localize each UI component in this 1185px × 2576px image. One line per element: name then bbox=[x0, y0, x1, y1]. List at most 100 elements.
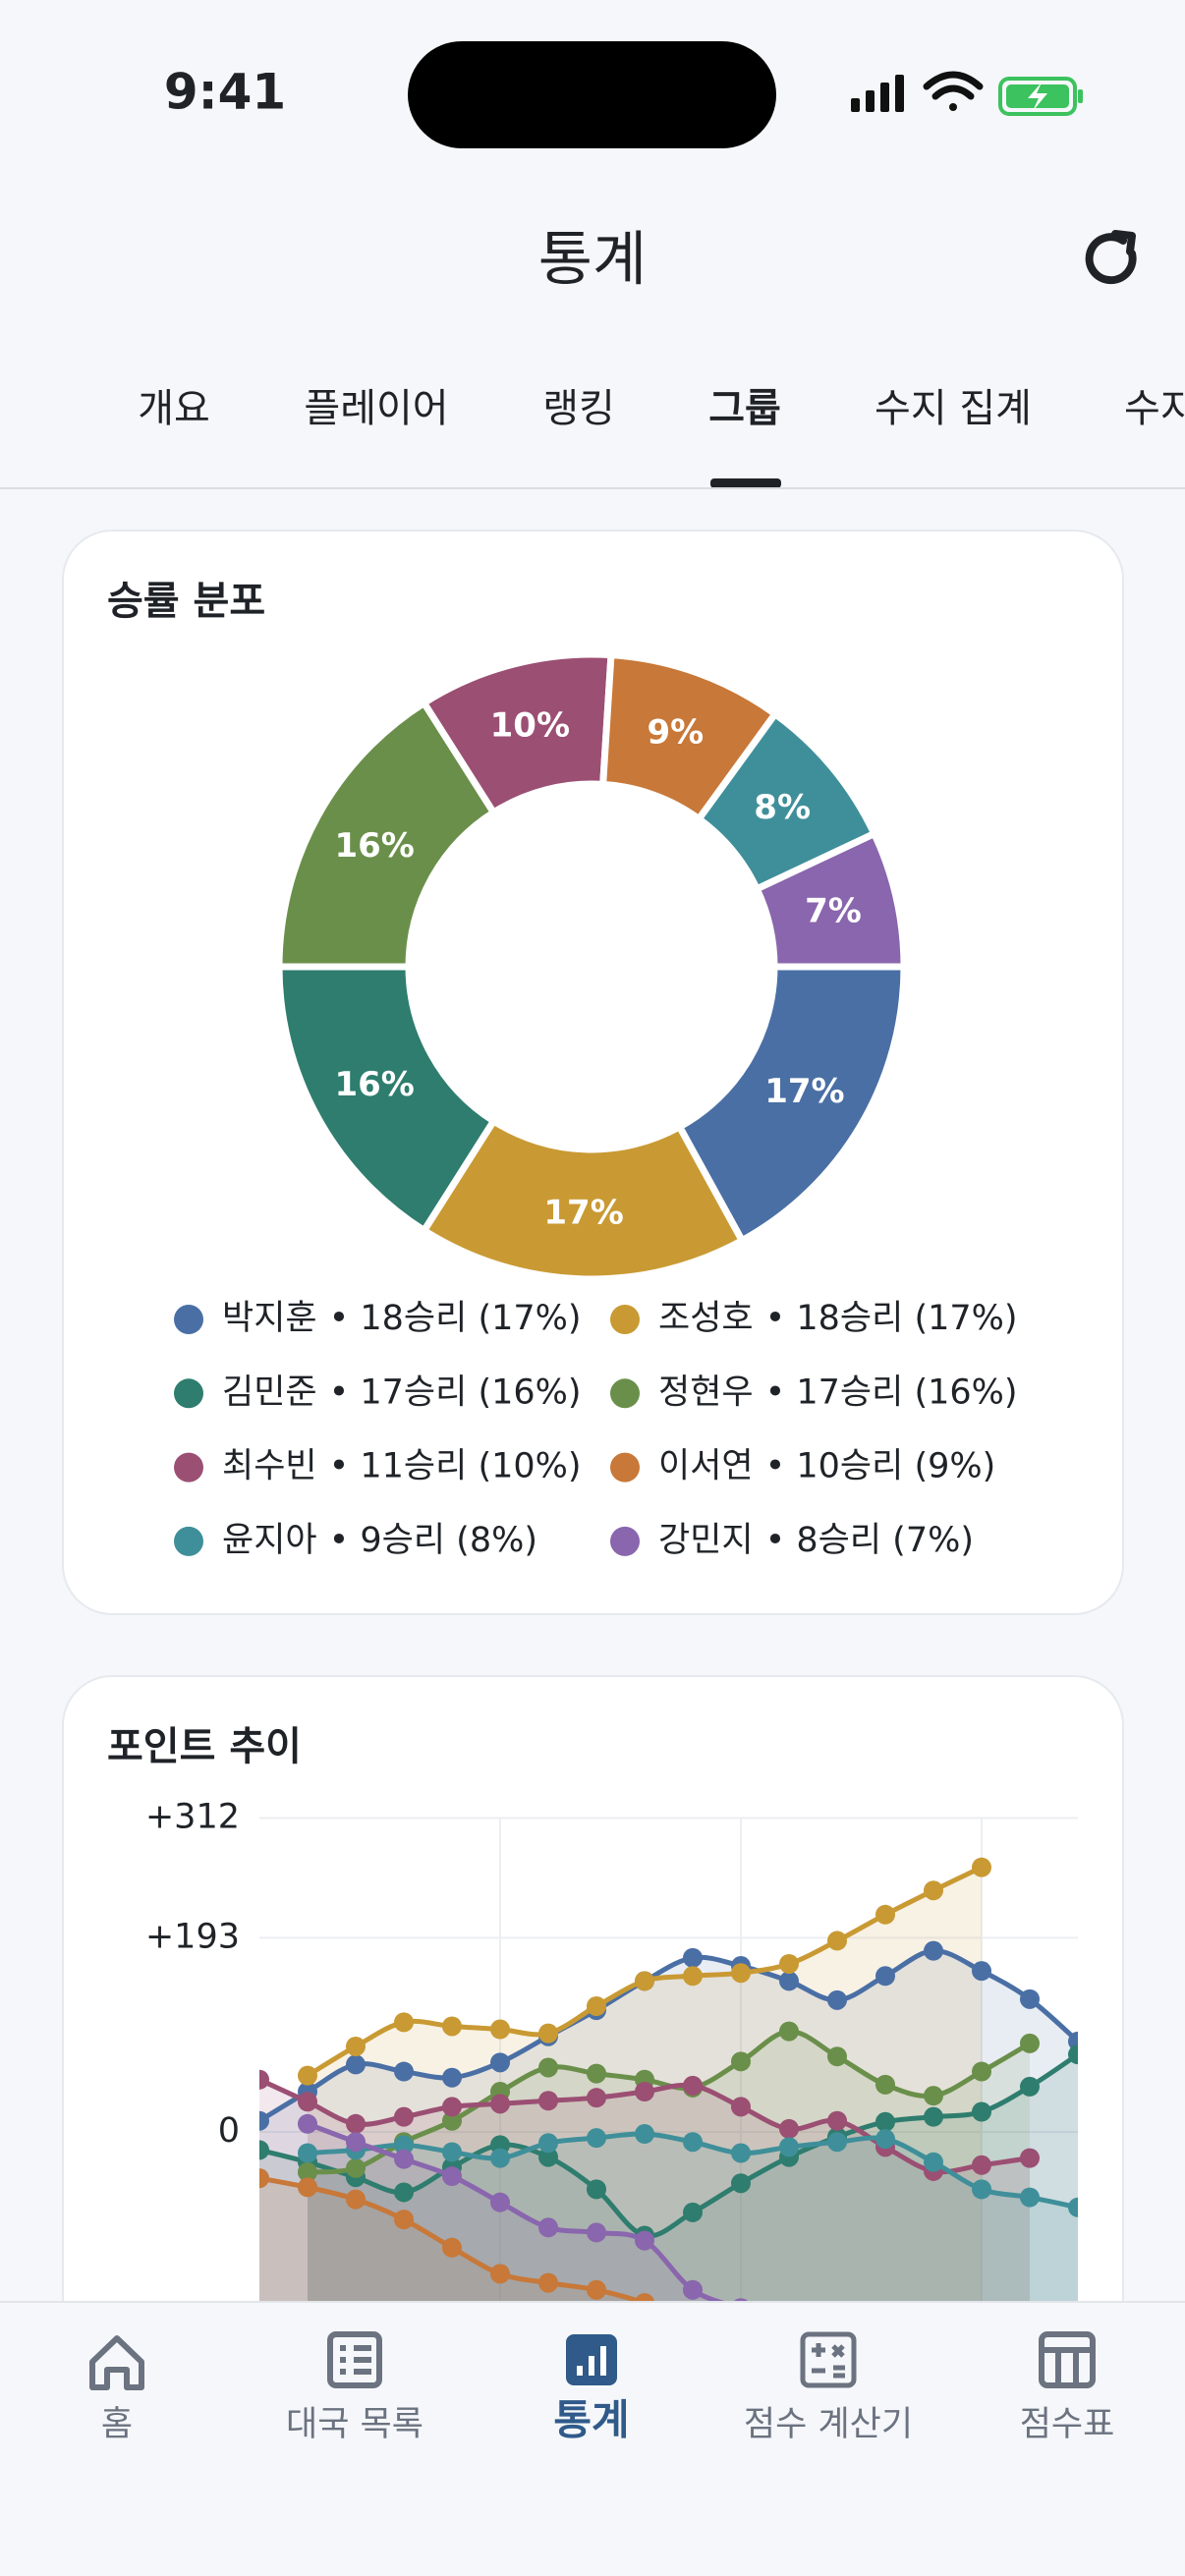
data-point bbox=[875, 1904, 895, 1925]
data-point bbox=[298, 2092, 317, 2112]
pie-slice bbox=[275, 698, 499, 971]
slice-label: 17% bbox=[764, 1072, 844, 1111]
data-point bbox=[683, 2202, 703, 2222]
data-point bbox=[298, 2113, 317, 2134]
list-icon[interactable] bbox=[327, 2331, 382, 2388]
data-point bbox=[587, 2128, 606, 2149]
y-tick-label: +193 bbox=[145, 1917, 240, 1956]
nav-divider bbox=[0, 2301, 1185, 2303]
data-point bbox=[779, 2021, 799, 2042]
bottom-nav: 홈 대국 목록 통계 점수 계산기 점수표 bbox=[0, 2301, 1185, 2576]
data-point bbox=[924, 2086, 943, 2106]
data-point bbox=[538, 2217, 558, 2238]
tab[interactable]: 개요 bbox=[138, 386, 210, 431]
data-point bbox=[827, 1989, 847, 2010]
nav-label-active[interactable]: 통계 bbox=[553, 2396, 629, 2444]
data-point bbox=[779, 2137, 799, 2157]
legend-entry: 정현우 • 17승리 (16%) bbox=[658, 1372, 1018, 1412]
data-point bbox=[538, 2057, 558, 2078]
data-point bbox=[442, 2110, 462, 2131]
data-point bbox=[924, 1880, 943, 1901]
data-point bbox=[346, 2036, 366, 2056]
legend-name: 강민지 bbox=[658, 1521, 754, 1560]
data-point bbox=[394, 2210, 414, 2230]
tab-active[interactable]: 그룹 bbox=[708, 386, 781, 431]
data-point bbox=[394, 2182, 414, 2203]
tab[interactable]: 수지 집계 bbox=[875, 386, 1032, 431]
wifi-icon bbox=[923, 71, 984, 111]
legend-entry: 강민지 • 8승리 (7%) bbox=[658, 1521, 974, 1560]
nav-label[interactable]: 홈 bbox=[101, 2405, 133, 2444]
data-point bbox=[538, 2133, 558, 2154]
legend-name: 박지훈 bbox=[222, 1299, 317, 1338]
legend-entry: 최수빈 • 11승리 (10%) bbox=[222, 1447, 582, 1486]
legend-detail: • 17승리 (16%) bbox=[329, 1372, 582, 1412]
data-point bbox=[587, 1995, 606, 2016]
refresh-button[interactable] bbox=[1085, 230, 1137, 285]
data-point bbox=[875, 1966, 895, 1987]
data-point bbox=[442, 2016, 462, 2037]
data-point bbox=[587, 2179, 606, 2200]
data-point bbox=[924, 2152, 943, 2172]
calculator-icon[interactable] bbox=[800, 2331, 857, 2388]
nav-label[interactable]: 대국 목록 bbox=[286, 2405, 423, 2444]
data-point bbox=[635, 2230, 654, 2251]
data-point bbox=[442, 2237, 462, 2258]
legend-name: 정현우 bbox=[658, 1372, 754, 1412]
data-point bbox=[538, 2147, 558, 2167]
stats-icon[interactable] bbox=[566, 2334, 617, 2385]
data-point bbox=[779, 1953, 799, 1974]
data-point bbox=[875, 2111, 895, 2132]
data-point bbox=[683, 1947, 703, 1968]
data-point bbox=[731, 2051, 751, 2072]
legend-detail: • 10승리 (9%) bbox=[765, 1447, 996, 1486]
legend-detail: • 18승리 (17%) bbox=[765, 1299, 1018, 1338]
slice-label: 9% bbox=[647, 712, 704, 752]
tab[interactable]: 랭킹 bbox=[542, 386, 615, 431]
data-point bbox=[972, 2155, 991, 2175]
pie-slice bbox=[419, 1116, 747, 1283]
legend-swatch bbox=[174, 1526, 203, 1556]
card-title: 포인트 추이 bbox=[107, 1724, 302, 1769]
data-point bbox=[298, 2177, 317, 2198]
data-point bbox=[538, 2272, 558, 2293]
data-point bbox=[635, 2082, 654, 2102]
data-point bbox=[827, 1931, 847, 1951]
data-point bbox=[346, 2113, 366, 2134]
data-point bbox=[346, 2189, 366, 2210]
data-point bbox=[972, 2061, 991, 2082]
data-point bbox=[442, 2142, 462, 2162]
legend-entry: 조성호 • 18승리 (17%) bbox=[658, 1299, 1018, 1338]
tab[interactable]: 수지 bbox=[1124, 386, 1185, 431]
y-tick-label: 0 bbox=[218, 2111, 240, 2151]
data-point bbox=[298, 2161, 317, 2182]
legend-detail: • 18승리 (17%) bbox=[329, 1299, 582, 1338]
data-point bbox=[779, 2118, 799, 2139]
nav-label[interactable]: 점수표 bbox=[1020, 2405, 1115, 2444]
pie-slice bbox=[752, 828, 908, 971]
data-point bbox=[490, 2148, 510, 2168]
signal-icon bbox=[851, 75, 904, 112]
slice-label: 10% bbox=[490, 705, 570, 745]
data-point bbox=[490, 2192, 510, 2212]
data-point bbox=[538, 2023, 558, 2044]
data-point bbox=[259, 2168, 269, 2189]
data-point bbox=[1068, 2044, 1078, 2065]
battery-icon bbox=[998, 77, 1083, 116]
data-point bbox=[442, 2067, 462, 2088]
data-point bbox=[394, 2012, 414, 2033]
data-point bbox=[827, 2046, 847, 2067]
tab[interactable]: 플레이어 bbox=[304, 386, 448, 431]
table-icon[interactable] bbox=[1039, 2331, 1096, 2388]
nav-label[interactable]: 점수 계산기 bbox=[744, 2405, 913, 2444]
home-icon[interactable] bbox=[89, 2335, 144, 2390]
legend-swatch bbox=[610, 1378, 640, 1409]
data-point bbox=[259, 2140, 269, 2160]
status-time: 9:41 bbox=[164, 64, 286, 121]
legend-detail: • 17승리 (16%) bbox=[765, 1372, 1018, 1412]
data-point bbox=[683, 2132, 703, 2153]
series-line bbox=[259, 2175, 694, 2325]
data-point bbox=[827, 2132, 847, 2153]
